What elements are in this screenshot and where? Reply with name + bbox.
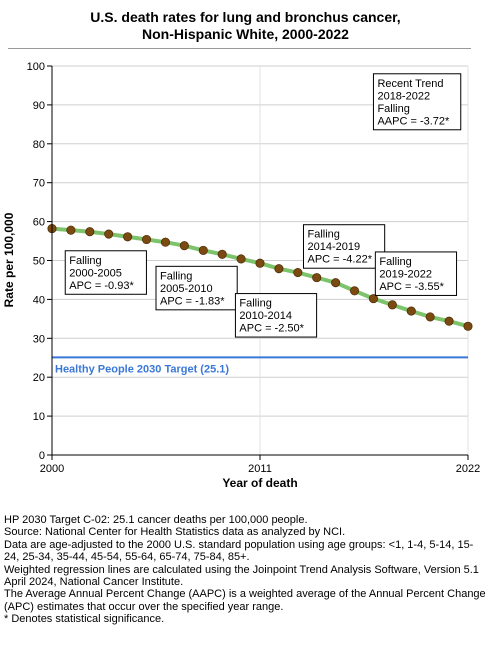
footnote-aapc: The Average Annual Percent Change (AAPC)… [4, 588, 486, 613]
footnotes: HP 2030 Target C-02: 25.1 cancer deaths … [4, 514, 488, 626]
data-point [293, 268, 303, 278]
annotation-text: Falling [160, 270, 192, 282]
data-point [217, 249, 227, 259]
annotation-text: 2018-2022 [377, 90, 430, 102]
annotation-frame [155, 265, 238, 311]
y-tick-label: 20 [33, 372, 45, 384]
target-label: Healthy People 2030 Target (25.1) [55, 363, 229, 375]
annotation-frame [234, 293, 318, 338]
annotation-text: Recent Trend [377, 78, 443, 90]
y-tick-label: 50 [33, 256, 45, 268]
annotation-frame [64, 250, 147, 295]
y-tick-label: 30 [33, 333, 45, 345]
annotation-frame [374, 251, 458, 296]
annotation-text: Falling [239, 298, 271, 310]
y-tick-label: 90 [33, 100, 45, 112]
title-divider [8, 48, 471, 49]
annotation-text: Falling [69, 255, 101, 267]
annotation-frame [372, 73, 462, 131]
y-tick-label: 0 [39, 450, 45, 462]
data-point [331, 278, 341, 288]
data-point [463, 321, 473, 331]
annotation-text: 2014-2019 [307, 241, 360, 253]
annotation-text: APC = -0.93* [69, 280, 134, 292]
data-point [312, 273, 322, 283]
target-line-group: Healthy People 2030 Target (25.1) [52, 356, 468, 375]
annotation-text: APC = -2.50* [239, 323, 304, 335]
chart-title-line-1: U.S. death rates for lung and bronchus c… [90, 9, 401, 25]
data-point [104, 229, 114, 239]
x-tick-label: 2000 [40, 463, 64, 475]
chart-title-line-2: Non-Hispanic White, 2000-2022 [142, 26, 349, 42]
data-points [47, 224, 473, 331]
data-point [387, 300, 397, 310]
y-axis-title: Rate per 100,000 [2, 212, 16, 307]
annotation-text: APC = -1.83* [160, 295, 225, 307]
y-tick-label: 60 [33, 217, 45, 229]
y-tick-label: 100 [27, 61, 45, 73]
data-point [406, 306, 416, 316]
chart-title: U.S. death rates for lung and bronchus c… [0, 9, 491, 43]
data-point [236, 254, 246, 264]
annotation-text: APC = -4.22* [307, 254, 372, 266]
footnote-source: Source: National Center for Health Stati… [4, 526, 346, 539]
annotation-text: 2019-2022 [379, 268, 432, 280]
data-point [274, 264, 284, 274]
annotation-text: Falling [379, 256, 411, 268]
annotation-text: 2005-2010 [160, 283, 213, 295]
data-point [444, 316, 454, 326]
data-point [141, 234, 152, 245]
footnote-hp2030: HP 2030 Target C-02: 25.1 cancer deaths … [4, 514, 308, 526]
y-tick-label: 40 [33, 294, 45, 306]
x-tick-label: 2022 [456, 463, 480, 475]
annotation-frame [302, 224, 386, 269]
x-tick-label: 2011 [248, 463, 272, 475]
annotation-text: 2000-2005 [69, 267, 122, 279]
data-point [198, 245, 208, 255]
x-axis-title: Year of death [222, 476, 297, 490]
footnote-significance: * Denotes statistical significance. [4, 613, 165, 626]
data-point [85, 227, 95, 237]
annotation-text: 2010-2014 [239, 310, 292, 322]
data-point [425, 312, 435, 322]
footnote-age-adjustment: Data are age-adjusted to the 2000 U.S. s… [4, 538, 474, 564]
data-point [349, 286, 360, 296]
y-tick-label: 80 [33, 139, 45, 151]
annotation-text: AAPC = -3.72* [377, 115, 450, 127]
y-tick-label: 10 [33, 411, 45, 423]
annotation-text: Falling [377, 103, 409, 115]
axes: 0 10 20 30 40 50 60 70 80 90 100 2000 2011 2022 [27, 61, 481, 475]
y-tick-label: 70 [33, 178, 45, 190]
data-point [368, 294, 379, 304]
annotation-text: APC = -3.55* [379, 281, 444, 293]
data-point [160, 237, 171, 247]
footnote-regression: Weighted regression lines are calculated… [4, 563, 479, 589]
data-point [66, 225, 76, 235]
data-point [179, 241, 189, 251]
data-point [123, 232, 133, 242]
data-point [255, 258, 265, 268]
annotation-text: Falling [307, 229, 339, 241]
line-chart: Healthy People 2030 Target (25.1) Fallin… [2, 61, 481, 490]
